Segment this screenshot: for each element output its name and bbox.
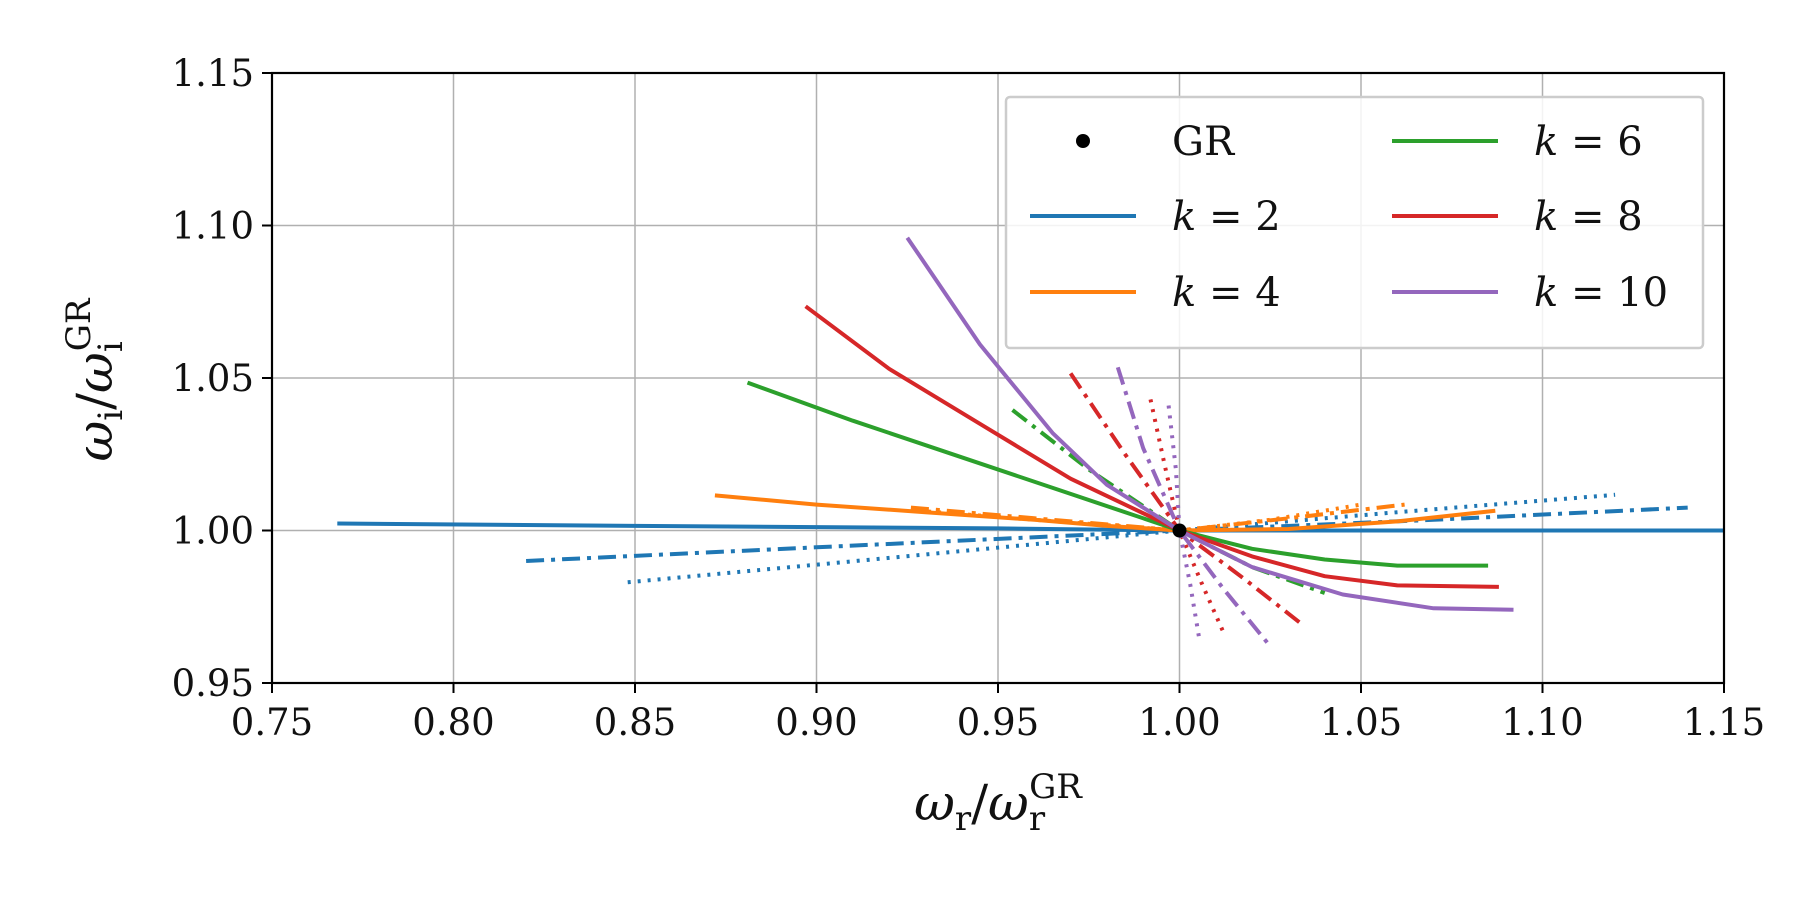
y-label-base-2: ω [66,352,124,393]
legend-label-k4: k = 4 [1172,270,1281,316]
x-axis-ticks: 0.75 0.80 0.85 0.90 0.95 1.00 1.05 1.10 1.15 [231,683,1765,744]
legend: GR k = 2 k = 4 k = 6 k = 8 k = 10 [1004,95,1705,350]
x-tick-label: 1.10 [1501,701,1583,744]
legend-label-k6: k = 6 [1534,119,1643,165]
x-tick-label: 0.80 [412,701,494,744]
y-label-sup: GR [59,297,99,351]
legend-box [1004,95,1705,350]
series-k8-dashdot [1068,372,1305,627]
legend-marker-gr [1076,134,1090,148]
x-tick-label: 1.00 [1138,701,1220,744]
legend-label-gr: GR [1172,119,1236,165]
y-tick-label: 1.00 [172,510,254,553]
legend-label-k8: k = 8 [1534,194,1643,240]
x-label-base-2: ω [988,774,1029,832]
y-label-base: ω [66,421,124,462]
series-k2-dotted [627,492,1616,585]
legend-label-k10: k = 10 [1534,270,1668,316]
y-label-sub-2: i [91,341,131,352]
x-tick-label: 0.85 [594,701,676,744]
x-tick-label: 1.05 [1320,701,1402,744]
y-tick-label: 1.10 [172,205,254,248]
series-k2-solid [337,521,1724,533]
y-label-sub: i [91,410,131,421]
series-k2-dashdot [526,505,1688,563]
x-label-sub: r [955,799,972,839]
x-label-sep: / [971,774,988,832]
x-label-base: ω [914,774,955,832]
legend-label-k2: k = 2 [1172,194,1281,240]
y-label-sep: / [66,393,124,410]
x-tick-label: 0.75 [231,701,313,744]
gr-reference-point [1172,523,1187,538]
series-k10-dotted [1166,405,1202,641]
y-axis-ticks: 0.95 1.00 1.05 1.10 1.15 [172,52,272,705]
y-tick-label: 1.05 [172,357,254,400]
x-label-sup: GR [1029,767,1083,807]
y-tick-label: 0.95 [172,662,254,705]
x-axis-label: ωr/ωrGR [914,767,1083,839]
x-label-sub-2: r [1029,799,1046,839]
x-tick-label: 1.15 [1683,701,1765,744]
y-tick-label: 1.15 [172,52,254,95]
x-tick-label: 0.95 [957,701,1039,744]
x-tick-label: 0.90 [775,701,857,744]
y-axis-label: ωi/ωiGR [59,297,131,461]
